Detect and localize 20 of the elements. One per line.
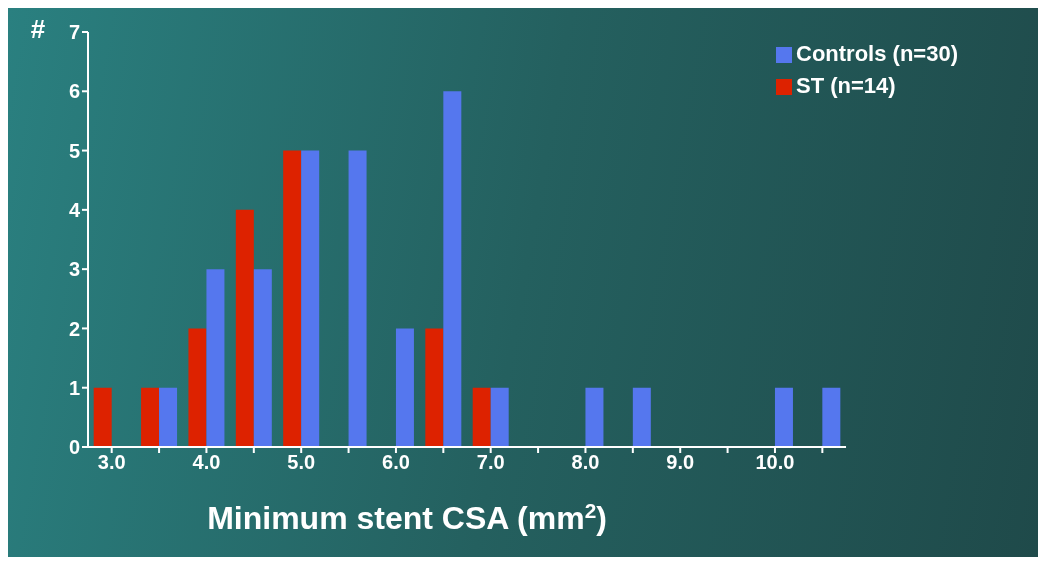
legend-label: ST (n=14) bbox=[796, 73, 896, 98]
y-tick-label: 2 bbox=[68, 317, 80, 340]
y-axis-title: # bbox=[30, 14, 46, 44]
legend-label: Controls (n=30) bbox=[796, 41, 958, 66]
y-tick-label: 3 bbox=[68, 258, 80, 281]
y-tick-label: 6 bbox=[68, 80, 80, 103]
x-tick-label: 3.0 bbox=[97, 451, 126, 474]
y-tick-label: 1 bbox=[68, 376, 80, 399]
x-tick-label: 4.0 bbox=[192, 451, 221, 474]
x-tick-label: 10.0 bbox=[755, 451, 795, 474]
x-tick-label: 9.0 bbox=[666, 451, 695, 474]
x-axis-title: Minimum stent CSA (mm$^{2}$) bbox=[207, 498, 607, 536]
y-tick-label: 7 bbox=[68, 21, 80, 44]
x-tick-label: 7.0 bbox=[476, 451, 505, 474]
x-tick-label: 8.0 bbox=[571, 451, 600, 474]
x-tick-label: 5.0 bbox=[287, 451, 316, 474]
x-tick-label: 6.0 bbox=[382, 451, 410, 474]
y-tick-label: 0 bbox=[68, 436, 80, 459]
y-tick-label: 4 bbox=[68, 198, 81, 221]
y-tick-label: 5 bbox=[68, 139, 80, 162]
